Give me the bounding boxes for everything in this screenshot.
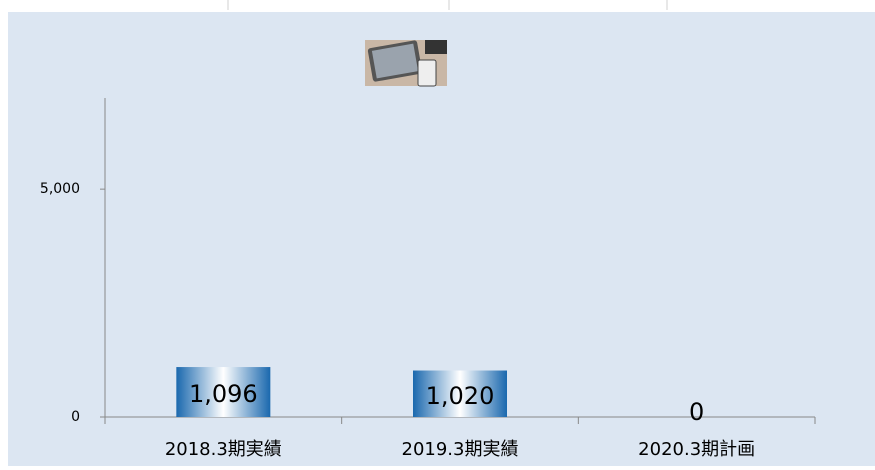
bar	[413, 370, 507, 417]
value-label: 0	[689, 398, 704, 426]
bar	[176, 367, 271, 417]
y-tick-label: 0	[71, 409, 80, 425]
tablet-icon	[365, 40, 447, 87]
value-label: 1,096	[189, 380, 258, 408]
y-tick-label: 5,000	[40, 181, 80, 197]
x-tick-label: 2018.3期実績	[165, 439, 282, 460]
x-tick-label: 2020.3期計画	[638, 439, 755, 460]
value-label: 1,020	[426, 382, 495, 410]
x-tick-label: 2019.3期実績	[402, 439, 519, 460]
top-dividers	[227, 0, 668, 10]
